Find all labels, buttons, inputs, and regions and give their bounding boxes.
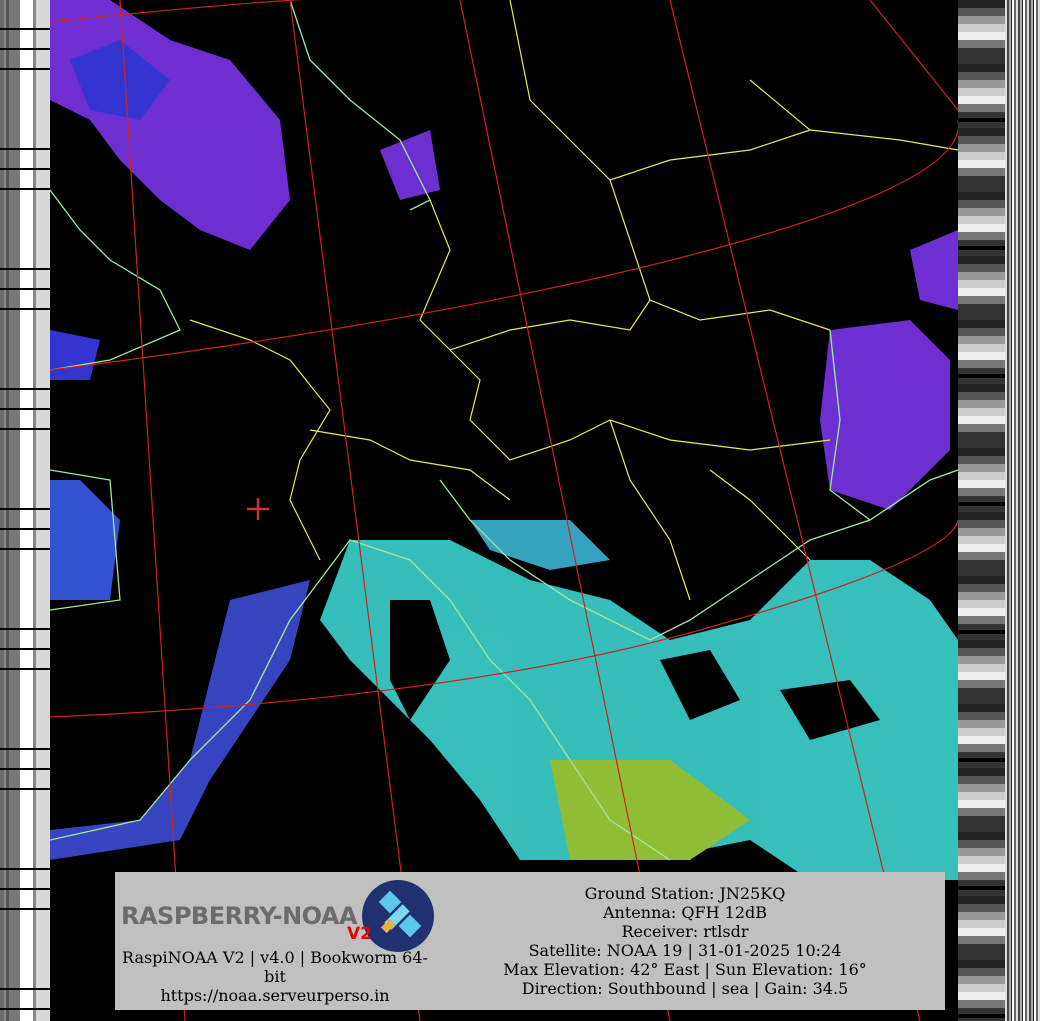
wedge-separator	[958, 118, 1005, 122]
version-line: RaspiNOAA V2 | v4.0 | Bookworm 64-bit	[122, 948, 428, 986]
telemetry-strip-right	[958, 0, 1005, 1021]
logo-text: RASPBERRY-NOAA	[121, 902, 358, 930]
receiver: Receiver: rtlsdr	[621, 922, 749, 941]
satellite: Satellite: NOAA 19 | 31-01-2025 10:24	[528, 941, 842, 960]
sync-bar	[0, 768, 50, 770]
sync-bar	[0, 888, 50, 890]
sync-bar	[0, 648, 50, 650]
sync-strip	[1005, 0, 1040, 1021]
sync-bar	[0, 628, 50, 630]
pass-info-panel: RASPBERRY-NOAA V2 RaspiNOAA V2 | v4.0 | …	[115, 872, 945, 1010]
raspberry-noaa-logo: RASPBERRY-NOAA V2	[119, 876, 439, 952]
wedge-separator	[958, 1014, 1005, 1018]
sync-bar	[0, 168, 50, 170]
sync-bar	[0, 668, 50, 670]
map-overlay	[50, 0, 958, 1021]
crosshair-icon	[247, 498, 269, 520]
antenna: Antenna: QFH 12dB	[603, 903, 767, 922]
sync-bar	[0, 748, 50, 750]
wedge-separator	[958, 246, 1005, 250]
sync-bar	[0, 268, 50, 270]
graticule	[50, 0, 958, 1021]
satellite-logo-icon	[362, 880, 434, 952]
wedge-separator	[958, 630, 1005, 634]
sync-bar	[0, 148, 50, 150]
sync-bar	[0, 48, 50, 50]
site-url: https://noaa.serveurperso.in	[160, 986, 390, 1005]
sync-bar	[0, 68, 50, 70]
country-borders	[189, 0, 958, 601]
elevation: Max Elevation: 42° East | Sun Elevation:…	[503, 960, 867, 979]
sync-bar	[0, 288, 50, 290]
logo-badge: V2	[347, 924, 372, 944]
sync-bar	[0, 388, 50, 390]
ground-station: Ground Station: JN25KQ	[584, 884, 786, 903]
cloud-cover-sea	[50, 520, 958, 880]
wedge-separator	[958, 886, 1005, 890]
land-masses	[390, 600, 880, 740]
sync-bar	[0, 428, 50, 430]
telemetry-strip-left	[0, 0, 50, 1021]
sync-bar	[0, 788, 50, 790]
sync-bar	[0, 508, 50, 510]
cloud-cover-high	[50, 0, 958, 600]
wedge-separator	[958, 758, 1005, 762]
sync-bar	[0, 308, 50, 310]
wedge-separator	[958, 374, 1005, 378]
sync-bar	[0, 988, 50, 990]
sync-bar	[0, 548, 50, 550]
sync-bar	[0, 1008, 50, 1010]
sync-bar	[0, 188, 50, 190]
sync-bar	[0, 528, 50, 530]
sync-bar	[0, 408, 50, 410]
wedge-separator	[958, 502, 1005, 506]
sync-bar	[0, 908, 50, 910]
sync-bar	[0, 28, 50, 30]
coastlines	[50, 0, 958, 861]
direction: Direction: Southbound | sea | Gain: 34.5	[521, 979, 849, 998]
sync-bar	[0, 868, 50, 870]
